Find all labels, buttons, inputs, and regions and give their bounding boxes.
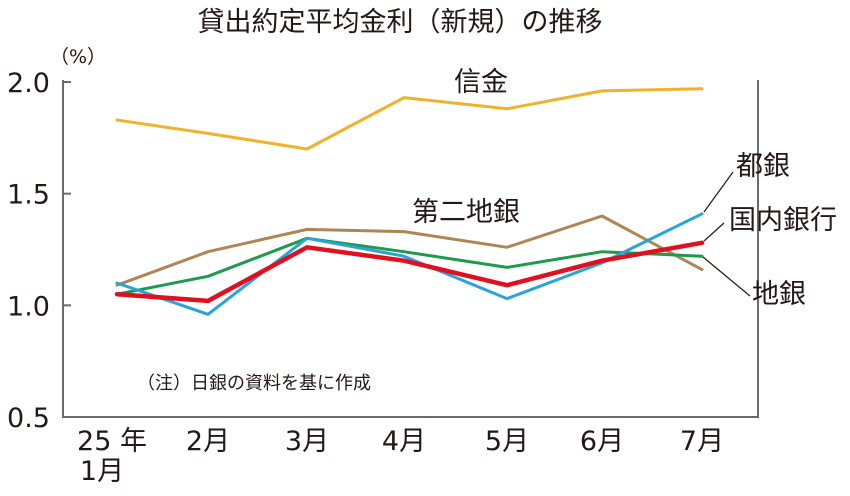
- x-tick-label-2: 3月: [285, 426, 329, 457]
- y-unit-label: （%）: [50, 46, 106, 68]
- series-label-1: 第二地銀: [412, 197, 520, 228]
- series-label-0: 信金: [454, 67, 508, 98]
- chart-note: （注）日銀の資料を基に作成: [137, 373, 371, 394]
- x-tick-label-0: 25 年 1月: [77, 426, 147, 487]
- x-tick-label-6: 7月: [680, 426, 724, 457]
- series-label-2: 地銀: [752, 279, 806, 310]
- series-leader-line-4: [703, 222, 725, 242]
- x-tick-label-4: 5月: [485, 426, 529, 457]
- y-tick-label-0.5: 0.5: [7, 403, 50, 434]
- x-tick-label-5: 6月: [580, 426, 624, 457]
- series-leader-line-2: [702, 256, 751, 297]
- chart-title: 貸出約定平均金利（新規）の推移: [198, 7, 603, 38]
- series-group: [114, 87, 705, 316]
- y-tick-label-1.0: 1.0: [7, 291, 50, 322]
- series-leader-line-3: [703, 171, 734, 213]
- series-label-3: 都銀: [736, 151, 790, 182]
- series-line-0: [115, 87, 704, 151]
- y-tick-label-2.0: 2.0: [7, 68, 50, 99]
- y-tick-label-1.5: 1.5: [7, 180, 50, 211]
- x-tick-label-3: 4月: [382, 426, 426, 457]
- series-line-1: [115, 214, 704, 287]
- series-line-4: [114, 240, 705, 304]
- axis-lines: [62, 80, 759, 418]
- x-axis: 25 年 1月 2月 3月 4月 5月 6月 7月: [77, 426, 724, 487]
- x-tick-label-1: 2月: [186, 426, 230, 457]
- series-label-4: 国内銀行: [729, 205, 837, 236]
- series-line-2: [115, 236, 704, 296]
- y-axis: 0.5 1.0 1.5 2.0: [7, 68, 71, 434]
